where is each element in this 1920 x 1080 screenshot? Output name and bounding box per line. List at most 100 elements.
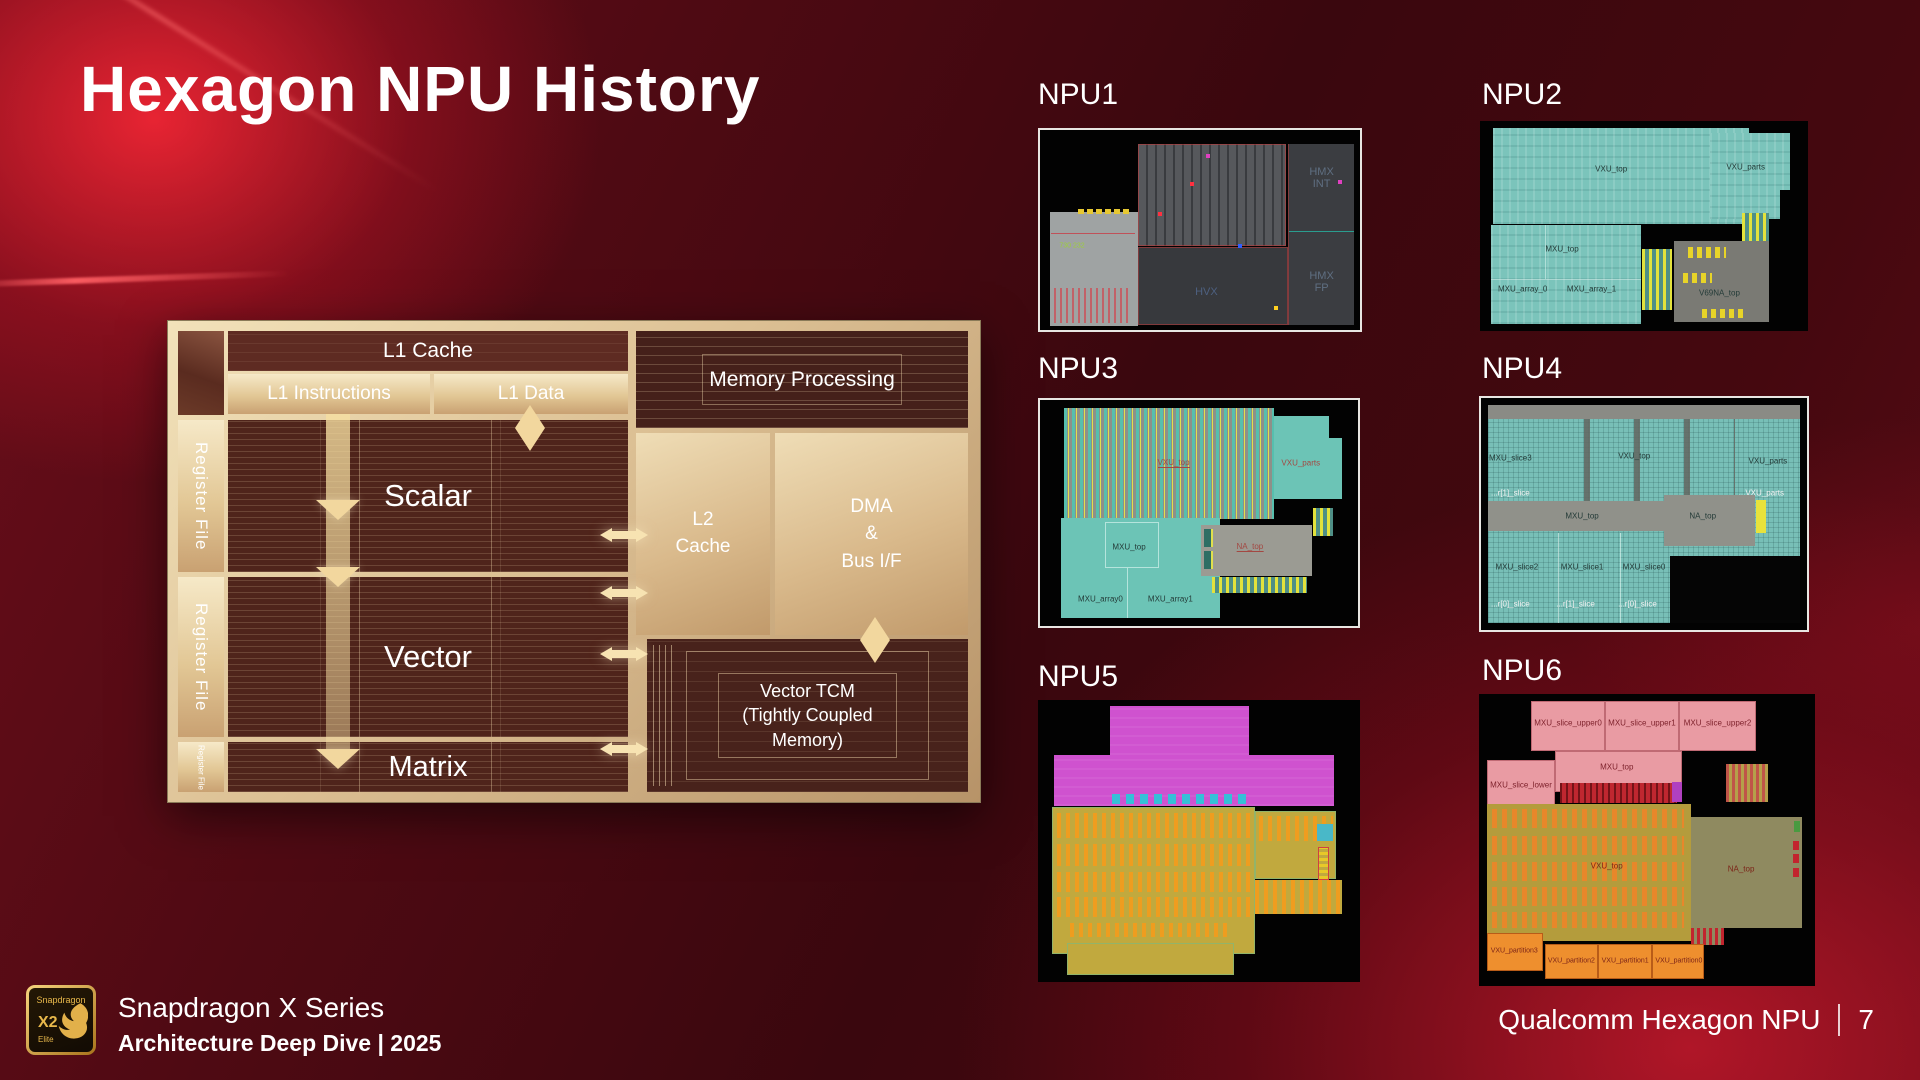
dma-label-line1: DMA bbox=[850, 495, 893, 517]
diagram-corner-cell bbox=[178, 331, 224, 415]
npu6-orange-bar-band bbox=[1492, 809, 1684, 829]
npu6-mxu-slice-upper2-label: MXU_slice_upper2 bbox=[1683, 718, 1752, 728]
npu5-magenta-left-block bbox=[1054, 754, 1111, 806]
npu6-vxu-partition2-block bbox=[1544, 943, 1599, 979]
npu6-na-top-label: NA_top bbox=[1727, 864, 1755, 874]
npu6-mxu-slice-lower-block bbox=[1487, 759, 1555, 811]
npu1-yellow-dashes bbox=[1078, 209, 1130, 214]
npu3-na-top-label: NA_top bbox=[1236, 541, 1264, 552]
block-vector-tcm: Vector TCM (Tightly Coupled Memory) bbox=[647, 639, 968, 792]
npu5-red-outlined-block bbox=[1318, 846, 1330, 881]
arrow-bar bbox=[610, 589, 638, 597]
block-l1-cache: L1 Cache bbox=[228, 331, 628, 371]
npu4-r0-slice-b-label: ...r[0]_slice bbox=[1618, 599, 1657, 609]
npu1-teal-divider bbox=[1289, 230, 1354, 232]
arrowhead-into-vector bbox=[316, 567, 360, 587]
footer-right: Qualcomm Hexagon NPU 7 bbox=[1498, 1004, 1874, 1036]
npu4-vxu-parts-label: VXU_parts bbox=[1748, 456, 1788, 466]
page-number: 7 bbox=[1858, 1004, 1874, 1035]
footer-subtitle-label: Architecture Deep Dive | 2025 bbox=[118, 1030, 442, 1056]
block-l1-data: L1 Data bbox=[434, 374, 628, 414]
npu4-die-shot: VXU_top MXU_slice3 ...r[1]_slice VXU_par… bbox=[1479, 396, 1809, 632]
footer-brand: Snapdragon X Series Architecture Deep Di… bbox=[118, 992, 441, 1057]
npu2-v69na-block bbox=[1673, 240, 1769, 322]
block-register-file-vector: Register File bbox=[178, 577, 224, 737]
npu4-yellow-strip bbox=[1756, 500, 1767, 533]
npu6-red-chip bbox=[1792, 867, 1800, 877]
vector-label: Vector bbox=[384, 639, 472, 674]
snapdragon-logo: Snapdragon X2 Elite bbox=[26, 985, 96, 1055]
npu6-heading: NPU6 bbox=[1482, 654, 1563, 687]
npu2-yellow-marks bbox=[1702, 308, 1745, 319]
matrix-label: Matrix bbox=[388, 750, 468, 783]
register-file-matrix-label: Register File bbox=[196, 744, 206, 790]
npu2-die-shot: VXU_top VXU_parts MXU_top MXU_array_0 MX… bbox=[1480, 121, 1808, 331]
l1-instructions-label: L1 Instructions bbox=[267, 383, 391, 404]
vector-tcm-label-line1: Vector TCM bbox=[760, 681, 855, 702]
npu5-orange-bar-band bbox=[1057, 897, 1251, 918]
npu3-vxu-parts-label: VXU_parts bbox=[1281, 458, 1321, 468]
npu3-vxu-top-block bbox=[1063, 407, 1274, 519]
npu6-vxu-partition0-block bbox=[1652, 943, 1705, 979]
l1-cache-label: L1 Cache bbox=[383, 339, 473, 362]
npu4-vxu-top-label: VXU_top bbox=[1618, 451, 1651, 461]
npu6-orange-bar-band bbox=[1492, 886, 1684, 906]
npu4-r1-slice-b-label: ...r[1]_slice bbox=[1556, 599, 1595, 609]
npu4-slice-divider bbox=[1557, 532, 1559, 624]
npu6-orange-bar-band bbox=[1492, 835, 1684, 855]
npu3-chip-block bbox=[1203, 551, 1214, 570]
npu1-hmx-fp-label: HMX FP bbox=[1309, 270, 1334, 294]
npu4-heading: NPU4 bbox=[1482, 352, 1563, 385]
npu4-vxu-gray-bars bbox=[1539, 418, 1736, 503]
npu6-na-top-block bbox=[1690, 816, 1802, 928]
npu2-mxu-array1-label: MXU_array_1 bbox=[1566, 284, 1617, 294]
npu6-red-chip bbox=[1792, 841, 1800, 850]
npu3-na-top-block bbox=[1200, 525, 1312, 577]
register-file-vector-label: Register File bbox=[192, 602, 211, 712]
npu4-mxu-slice0-label: MXU_slice0 bbox=[1622, 562, 1666, 572]
npu5-orange-bar-band bbox=[1057, 843, 1251, 867]
arrow-bar bbox=[610, 650, 638, 658]
block-vector: Vector bbox=[228, 577, 628, 737]
logo-chip-text: X2 bbox=[38, 1014, 58, 1031]
npu5-orange-bar-band bbox=[1057, 812, 1251, 839]
l1-data-label: L1 Data bbox=[497, 383, 565, 404]
npu2-mxu-array0-label: MXU_array_0 bbox=[1497, 284, 1548, 294]
memory-processing-label: Memory Processing bbox=[709, 367, 895, 391]
npu3-step-notch bbox=[1329, 415, 1343, 439]
npu1-overlay-text: 730 232 bbox=[1059, 242, 1085, 250]
npu2-mxu-divider bbox=[1491, 279, 1641, 281]
block-matrix: Matrix bbox=[228, 742, 628, 792]
npu2-mxu-top-label: MXU_top bbox=[1545, 244, 1579, 254]
npu5-die-shot bbox=[1038, 700, 1360, 982]
npu6-purple-chip bbox=[1672, 781, 1683, 803]
npu1-hvx-label: HVX bbox=[1195, 286, 1218, 298]
l2-cache-label: L2 Cache bbox=[675, 509, 731, 557]
npu1-dot bbox=[1238, 244, 1243, 248]
arrowhead-into-scalar bbox=[316, 500, 360, 520]
npu5-olive-bottom-block bbox=[1066, 942, 1235, 975]
npu4-na-top-block bbox=[1663, 495, 1755, 547]
npu1-dot bbox=[1273, 306, 1278, 310]
npu6-orange-bar-band bbox=[1492, 861, 1684, 881]
npu2-mxu-divider bbox=[1545, 224, 1547, 280]
npu1-dot bbox=[1337, 180, 1342, 184]
npu5-teal-dash-row bbox=[1112, 794, 1248, 805]
npu4-mxu-slice1-label: MXU_slice1 bbox=[1560, 562, 1604, 572]
npu4-mxu-slice2-label: MXU_slice2 bbox=[1495, 562, 1539, 572]
vector-tcm-label-line3: Memory) bbox=[772, 729, 843, 750]
npu5-heading: NPU5 bbox=[1038, 660, 1119, 693]
npu6-red-chip bbox=[1792, 854, 1800, 864]
npu1-gray-block bbox=[1049, 212, 1138, 326]
block-dma-bus-if: DMA & Bus I/F bbox=[775, 433, 968, 635]
npu6-vxu-partition1-block bbox=[1598, 943, 1653, 979]
footer-series-label: Snapdragon X Series bbox=[118, 992, 385, 1023]
npu5-magenta-top-block bbox=[1110, 705, 1249, 755]
npu4-mxu-top-label: MXU_top bbox=[1565, 511, 1599, 521]
npu6-hatch-block bbox=[1725, 764, 1768, 803]
npu6-mxu-slice-upper0-label: MXU_slice_upper0 bbox=[1534, 718, 1602, 728]
npu3-chip-block bbox=[1203, 528, 1214, 547]
npu1-hvx-block bbox=[1137, 247, 1288, 325]
logo-tier-text: Elite bbox=[38, 1035, 54, 1044]
block-memory-processing: Memory Processing bbox=[636, 331, 968, 428]
